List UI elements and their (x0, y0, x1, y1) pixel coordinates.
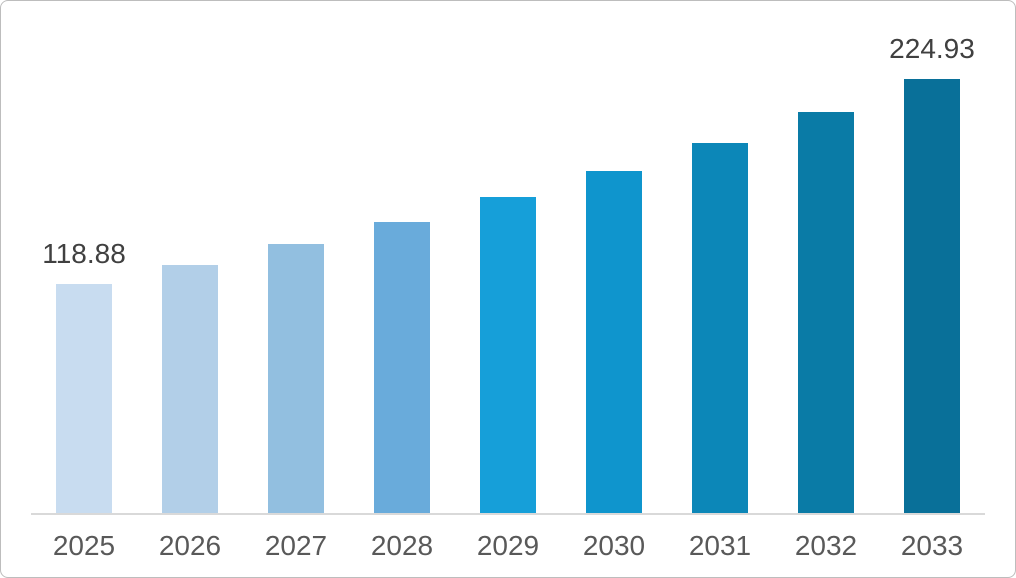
x-tick-2031: 2031 (688, 530, 752, 561)
x-tick-2027: 2027 (264, 530, 328, 561)
data-label-2025: 118.88 (42, 238, 126, 269)
bar-2026 (162, 265, 218, 513)
bar-column-2026 (137, 1, 243, 513)
x-tick-2026: 2026 (158, 530, 222, 561)
x-tick-2030: 2030 (582, 530, 646, 561)
x-tick-2029: 2029 (476, 530, 540, 561)
bar-2029 (480, 197, 536, 513)
x-tick-2032: 2032 (794, 530, 858, 561)
bar-column-2028 (349, 1, 455, 513)
x-tick-2025: 2025 (52, 530, 116, 561)
bar-column-2025: 118.88 (31, 1, 137, 513)
x-tick-2033: 2033 (900, 530, 964, 561)
x-axis-line (31, 513, 985, 515)
bar-2031 (692, 143, 748, 513)
bar-2028 (374, 222, 430, 513)
x-tick-2028: 2028 (370, 530, 434, 561)
bar-2030 (586, 171, 642, 513)
bar-2033 (904, 79, 960, 513)
bar-column-2029 (455, 1, 561, 513)
x-axis-tick-row: 2025 2026 2027 2028 2029 2030 2031 2032 2033 (31, 515, 985, 562)
bar-column-2030 (561, 1, 667, 513)
bar-column-2027 (243, 1, 349, 513)
bar-column-2032 (773, 1, 879, 513)
bar-column-2033: 224.93 (879, 1, 985, 513)
bar-chart-plot-area: 118.88 224.93 (31, 1, 985, 513)
bar-2032 (798, 112, 854, 513)
bar-2025 (56, 284, 112, 513)
bar-column-2031 (667, 1, 773, 513)
bar-2027 (268, 244, 324, 513)
data-label-2033: 224.93 (889, 33, 975, 64)
